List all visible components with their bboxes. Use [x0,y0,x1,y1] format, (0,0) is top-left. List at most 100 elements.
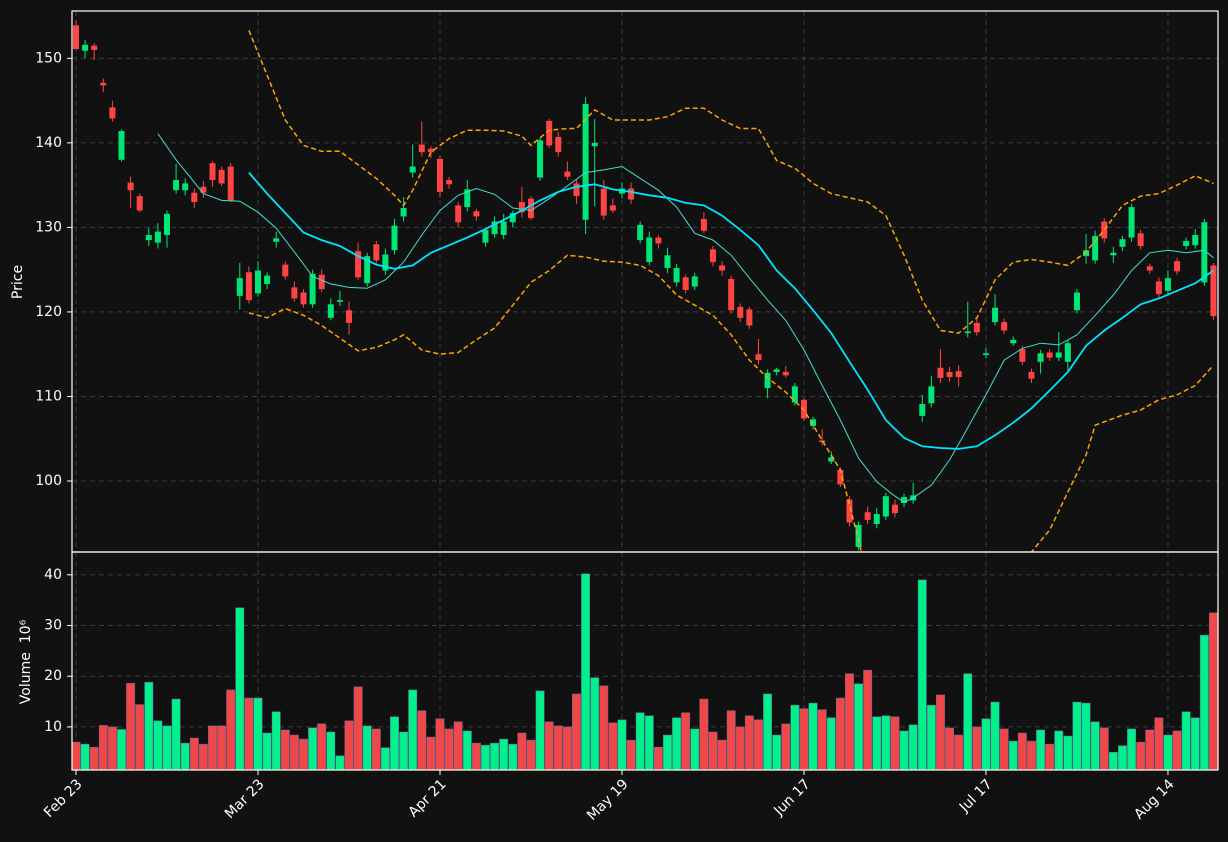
candle-body [127,182,134,191]
volume-bar [544,721,554,771]
candle-body [382,254,389,271]
volume-bar [1099,727,1109,771]
volume-bar [244,697,254,771]
candle-body [891,504,898,514]
candle-body [600,188,607,216]
candle-body [527,198,534,219]
volume-bar [226,689,236,771]
candle-body [191,192,198,203]
volume-bar [845,673,854,771]
candle-body [691,276,698,287]
volume-bar [390,716,399,771]
volume-bar [1036,729,1045,771]
candle-body [1183,240,1190,246]
candle-body [628,188,635,200]
candle-body [173,180,180,191]
volume-bar [945,727,954,771]
volume-bar [1054,730,1064,771]
candle-body [355,251,362,278]
volume-bar [954,734,964,771]
candle-body [946,371,953,378]
candle-body [973,322,980,333]
volume-bar [863,669,873,771]
volume-bar [353,686,363,771]
volume-bar [117,729,126,771]
volume-bar [362,725,372,771]
volume-bar [562,726,572,771]
candle-body [273,238,280,242]
candle-body [82,44,89,51]
candle-body [1128,207,1135,238]
volume-bar [790,704,800,771]
volume-bar [481,744,490,771]
volume-bar [781,723,791,771]
candle-body [919,404,926,416]
candle-body [837,470,844,485]
volume-bar [1108,752,1118,771]
volume-tick-label: 10 [44,719,62,735]
candle-body [118,131,125,160]
candle-body [1092,235,1099,261]
volume-bar [908,724,918,771]
candle-body [992,307,999,323]
volume-bar [653,746,663,771]
volume-bar [1008,740,1018,771]
volume-bar [699,698,709,771]
plot [71,20,1218,771]
volume-bar [317,723,327,771]
volume-bar [126,683,136,771]
candle-body [518,202,525,213]
candle-body [882,496,889,517]
volume-bar [799,708,809,771]
candle-body [964,331,971,334]
volume-bar [80,743,90,771]
candle-body [1155,281,1162,295]
candle-body [509,213,516,223]
candle-body [136,196,143,211]
volume-bar [572,693,581,771]
candle-body [109,107,116,119]
volume-bar [981,718,991,771]
volume-bar [262,732,272,771]
volume-bar [235,607,245,771]
volume-bar [380,747,390,771]
volume-bar [999,728,1009,771]
volume-bar [917,579,927,771]
candle-body [1019,349,1026,362]
candle-body [345,310,352,323]
candle-body [327,304,334,318]
volume-bar [690,728,700,771]
volume-bar [371,728,381,771]
candle-body [582,103,589,220]
indicator-line [248,254,1215,552]
candle-body [145,235,152,241]
candle-body [100,82,107,86]
candle-body [1001,322,1008,331]
candle-body [537,140,544,178]
candle-body [473,211,480,217]
volume-bar [280,729,290,771]
volume-bar [1163,734,1173,771]
volume-bar [462,730,472,771]
candle-body [700,218,707,231]
volume-bar [1027,740,1036,771]
candle-body [491,221,498,235]
volume-bar [71,741,81,771]
volume-bar [299,738,308,771]
volume-bar [754,719,763,771]
candle-body [782,371,789,376]
volume-bar [444,728,454,771]
candle-body [846,499,853,523]
candle-body [1083,250,1090,257]
volume-bar [1063,735,1073,771]
candle-body [436,158,443,192]
volume-bar [499,738,509,771]
candle-body [391,225,398,251]
candle-body [373,244,380,261]
candle-body [1101,221,1108,239]
candle-body [555,136,562,153]
volume-bar [735,726,745,771]
volume-bar [1209,612,1218,771]
volume-bar [817,709,827,771]
candle-body [955,371,962,378]
